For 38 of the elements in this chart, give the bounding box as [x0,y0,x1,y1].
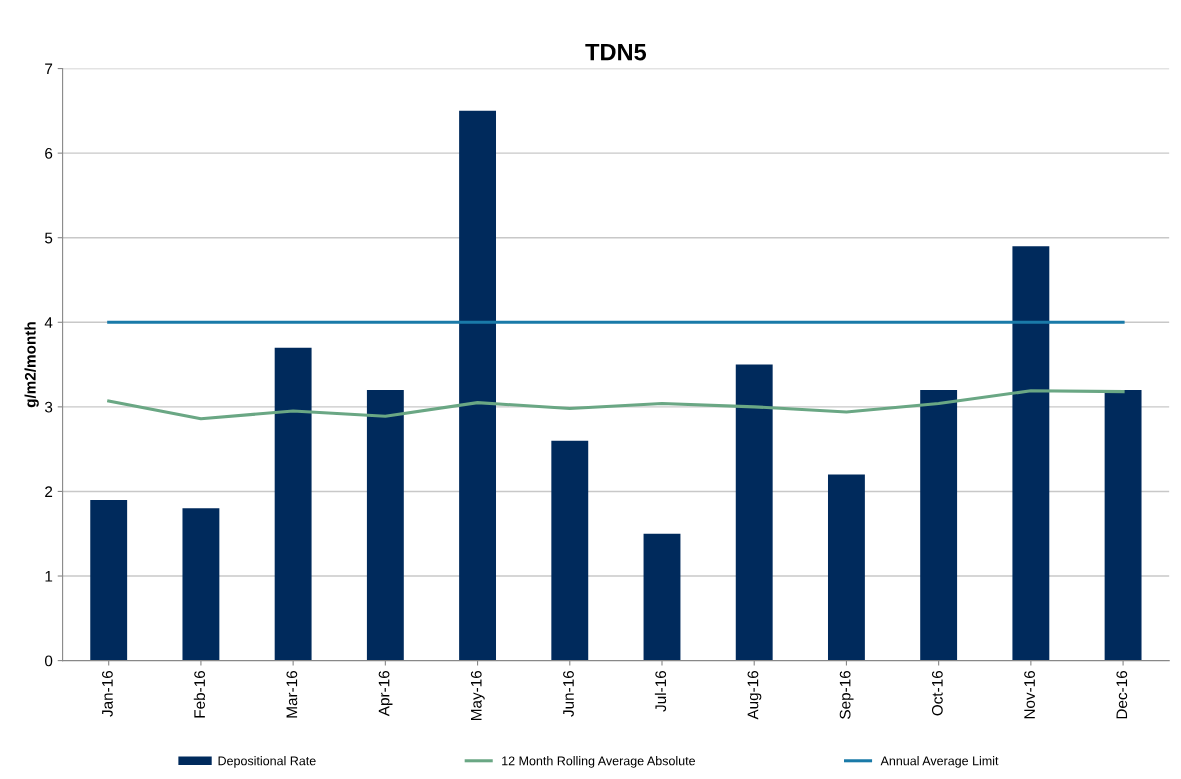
bar [551,440,589,661]
legend-label: Depositional Rate [218,756,316,768]
bar [827,474,865,661]
x-tick-label: Sep-16 [839,670,854,719]
y-tick-label: 7 [45,63,53,75]
x-tick-label: Dec-16 [1116,670,1128,719]
y-tick-label: 5 [44,232,53,244]
line-series [107,389,1125,421]
bar [1012,246,1050,661]
y-axis-title: g/m2/month [24,322,39,408]
x-tick-label: May-16 [470,670,485,720]
x-tick-label: Apr-16 [378,670,393,717]
y-tick-label: 2 [45,486,53,497]
bar [90,499,128,661]
chart-title: TDN5 [585,43,647,61]
bar [366,389,404,661]
y-tick-label: 4 [44,317,53,328]
bar [274,347,312,661]
bar [1104,389,1142,661]
bar [643,533,681,661]
legend-label: Annual Average Limit [880,756,999,768]
bar [459,110,497,661]
x-tick-label: Jul-16 [654,670,667,712]
bar [182,508,220,661]
y-tick-label: 3 [44,401,53,413]
x-tick-label: Feb-16 [193,670,206,718]
y-tick-label: 6 [45,148,53,159]
x-tick-label: Jun-16 [563,670,574,717]
bar [920,389,958,661]
y-tick-label: 1 [45,571,53,582]
x-tick-label: Mar-16 [286,670,298,718]
legend-label: 12 Month Rolling Average Absolute [502,756,696,768]
x-tick-label: Nov-16 [1024,670,1035,719]
x-tick-label: Oct-16 [931,670,943,716]
x-tick-label: Aug-16 [747,670,762,720]
y-tick-label: 0 [44,655,53,667]
bar [735,364,773,661]
x-tick-label: Jan-16 [101,670,113,717]
